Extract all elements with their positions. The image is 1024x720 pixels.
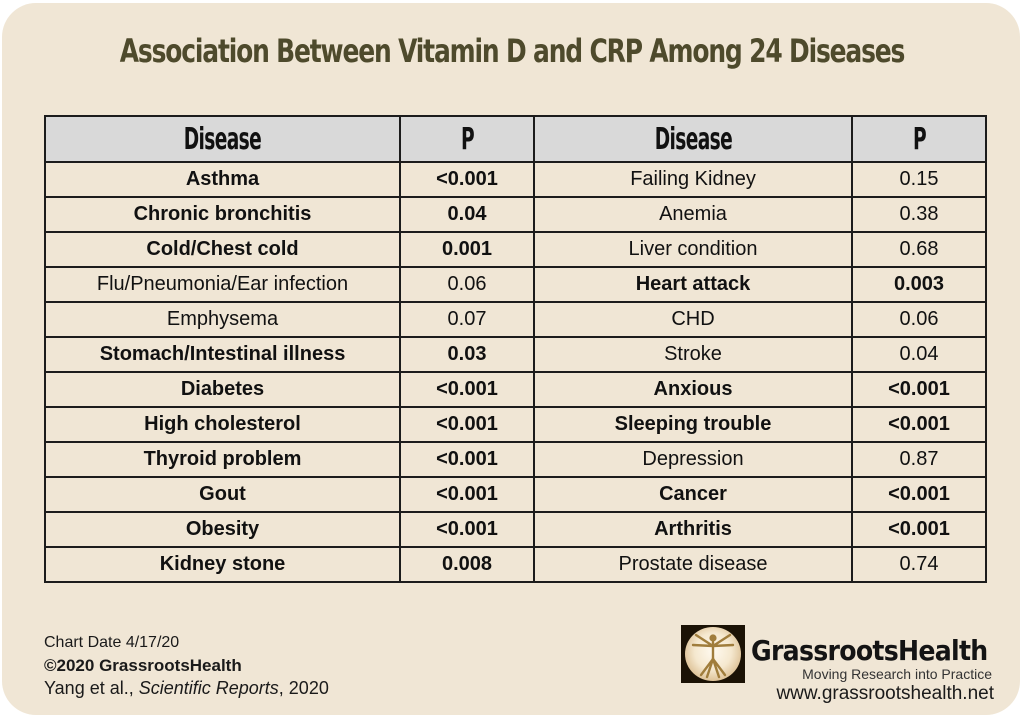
table-body: Asthma <0.001 Failing Kidney 0.15 Chronic br… xyxy=(44,161,987,583)
disease-cell: Flu/Pneumonia/Ear infection xyxy=(44,266,401,303)
p-value-cell: 0.15 xyxy=(851,161,987,198)
brand-name: GrassrootsHealth xyxy=(751,634,988,667)
p-value-cell: <0.001 xyxy=(399,406,535,443)
disease-cell: Failing Kidney xyxy=(533,161,853,198)
disease-cell: Sleeping trouble xyxy=(533,406,853,443)
chart-title: Association Between Vitamin D and CRP Am… xyxy=(119,32,906,70)
p-value-cell: 0.001 xyxy=(399,231,535,268)
table-row: Chronic bronchitis 0.04 Anemia 0.38 xyxy=(44,196,987,233)
disease-cell: CHD xyxy=(533,301,853,338)
table-row: Cold/Chest cold 0.001 Liver condition 0.68 xyxy=(44,231,987,268)
p-value-cell: 0.38 xyxy=(851,196,987,233)
p-value-cell: <0.001 xyxy=(851,511,987,548)
p-value-cell: 0.07 xyxy=(399,301,535,338)
p-value-cell: 0.04 xyxy=(399,196,535,233)
table-row: High cholesterol <0.001 Sleeping trouble <0… xyxy=(44,406,987,443)
p-value-cell: <0.001 xyxy=(399,476,535,513)
disease-cell: Kidney stone xyxy=(44,546,401,583)
disease-cell: Emphysema xyxy=(44,301,401,338)
p-value-cell: <0.001 xyxy=(851,476,987,513)
disease-cell: Thyroid problem xyxy=(44,441,401,478)
p-value-cell: <0.001 xyxy=(851,406,987,443)
p-value-cell: 0.04 xyxy=(851,336,987,373)
copyright: ©2020 GrassrootsHealth xyxy=(44,656,242,675)
p-value-cell: <0.001 xyxy=(399,511,535,548)
table-row: Asthma <0.001 Failing Kidney 0.15 xyxy=(44,161,987,198)
p-value-cell: <0.001 xyxy=(399,441,535,478)
table-row: Emphysema 0.07 CHD 0.06 xyxy=(44,301,987,338)
brand-url[interactable]: www.grassrootshealth.net xyxy=(776,683,994,704)
p-value-cell: <0.001 xyxy=(399,371,535,408)
p-value-cell: 0.87 xyxy=(851,441,987,478)
table-row: Kidney stone 0.008 Prostate disease 0.74 xyxy=(44,546,987,583)
p-value-cell: 0.008 xyxy=(399,546,535,583)
disease-cell: Stroke xyxy=(533,336,853,373)
disease-cell: Obesity xyxy=(44,511,401,548)
header-p-left: P xyxy=(399,115,535,163)
disease-cell: Arthritis xyxy=(533,511,853,548)
citation: Yang et al., Scientific Reports, 2020 xyxy=(44,678,329,698)
disease-cell: Stomach/Intestinal illness xyxy=(44,336,401,373)
disease-cell: High cholesterol xyxy=(44,406,401,443)
disease-cell: Heart attack xyxy=(533,266,853,303)
disease-cell: Cold/Chest cold xyxy=(44,231,401,268)
disease-cell: Depression xyxy=(533,441,853,478)
footer-info: Chart Date 4/17/20 ©2020 GrassrootsHealt… xyxy=(44,631,329,700)
p-value-cell: 0.06 xyxy=(851,301,987,338)
header-disease-left: Disease xyxy=(44,115,401,163)
table-row: Stomach/Intestinal illness 0.03 Stroke 0.04 xyxy=(44,336,987,373)
p-value-cell: 0.003 xyxy=(851,266,987,303)
table-row: Flu/Pneumonia/Ear infection 0.06 Heart att… xyxy=(44,266,987,303)
chart-date: Chart Date 4/17/20 xyxy=(44,634,180,651)
vitruvian-man-icon xyxy=(681,625,745,683)
disease-cell: Liver condition xyxy=(533,231,853,268)
disease-cell: Cancer xyxy=(533,476,853,513)
disease-cell: Asthma xyxy=(44,161,401,198)
disease-p-table: Disease P Disease P Asthma <0.001 Failing … xyxy=(44,115,987,583)
header-p-right: P xyxy=(851,115,987,163)
table-row: Gout <0.001 Cancer <0.001 xyxy=(44,476,987,513)
header-disease-right: Disease xyxy=(533,115,853,163)
disease-cell: Diabetes xyxy=(44,371,401,408)
table-row: Thyroid problem <0.001 Depression 0.87 xyxy=(44,441,987,478)
disease-cell: Anemia xyxy=(533,196,853,233)
p-value-cell: 0.03 xyxy=(399,336,535,373)
table-row: Obesity <0.001 Arthritis <0.001 xyxy=(44,511,987,548)
p-value-cell: <0.001 xyxy=(851,371,987,408)
disease-cell: Chronic bronchitis xyxy=(44,196,401,233)
disease-cell: Gout xyxy=(44,476,401,513)
p-value-cell: 0.74 xyxy=(851,546,987,583)
disease-cell: Prostate disease xyxy=(533,546,853,583)
p-value-cell: <0.001 xyxy=(399,161,535,198)
disease-cell: Anxious xyxy=(533,371,853,408)
p-value-cell: 0.06 xyxy=(399,266,535,303)
table-row: Diabetes <0.001 Anxious <0.001 xyxy=(44,371,987,408)
table-header-row: Disease P Disease P xyxy=(44,115,987,163)
p-value-cell: 0.68 xyxy=(851,231,987,268)
brand-tagline: Moving Research into Practice xyxy=(802,666,992,682)
